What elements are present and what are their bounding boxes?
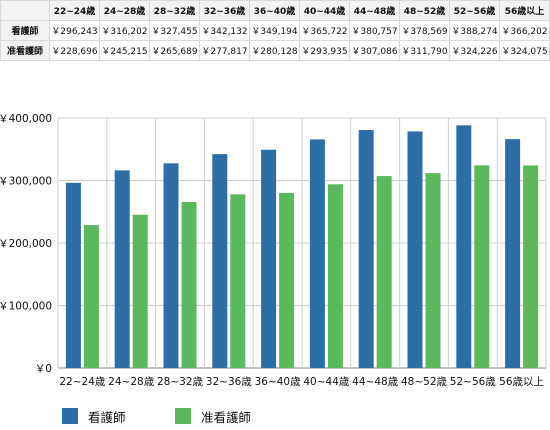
x-tick-label: 28~32歳 xyxy=(157,376,204,388)
x-tick-label: 36~40歳 xyxy=(255,376,302,388)
table-header-cell: 28~32歳 xyxy=(149,0,200,21)
legend-swatch-series-2 xyxy=(175,408,191,424)
x-tick-label: 48~52歳 xyxy=(401,376,448,388)
bar-series-2 xyxy=(523,165,539,368)
bar-series-2 xyxy=(327,184,343,368)
y-tick-label: ￥0 xyxy=(35,363,52,375)
bar-series-2 xyxy=(230,194,246,368)
x-tick-label: 24~28歳 xyxy=(108,376,155,388)
y-tick-label: ￥200,000 xyxy=(0,238,52,250)
table-row: 看護師 ￥296,243 ￥316,202 ￥327,455 ￥342,132 … xyxy=(0,20,550,41)
legend-item-series-2: 准看護師 xyxy=(175,406,251,426)
table-header-cell: 22~24歳 xyxy=(49,0,100,21)
y-tick-label: ￥100,000 xyxy=(0,301,52,313)
table-header-cell: 40~44歳 xyxy=(299,0,350,21)
x-tick-label: 40~44歳 xyxy=(303,376,350,388)
table-corner-cell xyxy=(0,0,50,21)
bar-series-2 xyxy=(425,173,441,368)
table-header-cell: 48~52歳 xyxy=(399,0,450,21)
bar-series-1 xyxy=(358,130,374,368)
bar-series-2 xyxy=(279,192,295,368)
bar-series-1 xyxy=(212,154,228,368)
bar-series-1 xyxy=(163,163,179,368)
x-tick-label: 56歳以上 xyxy=(499,376,544,388)
y-tick-label: ￥400,000 xyxy=(0,113,52,125)
bar-series-2 xyxy=(181,201,197,368)
bar-series-2 xyxy=(376,176,392,368)
table-cell: ￥265,689 xyxy=(149,40,200,61)
bar-series-2 xyxy=(474,165,490,368)
x-tick-label: 52~56歳 xyxy=(450,376,497,388)
table-cell: ￥245,215 xyxy=(99,40,150,61)
legend-item-series-1: 看護師 xyxy=(62,406,126,426)
legend-label-series-2: 准看護師 xyxy=(201,409,252,425)
table-row: 准看護師 ￥228,696 ￥245,215 ￥265,689 ￥277,817… xyxy=(0,40,550,61)
x-tick-label: 32~36歳 xyxy=(206,376,253,388)
table-cell: ￥324,075 xyxy=(499,40,550,61)
bar-series-1 xyxy=(505,139,521,368)
x-tick-label: 44~48歳 xyxy=(352,376,399,388)
table-cell: ￥228,696 xyxy=(49,40,100,61)
table-header-cell: 24~28歳 xyxy=(99,0,150,21)
y-tick-label: ￥300,000 xyxy=(0,176,52,188)
bar-series-1 xyxy=(65,182,81,368)
bar-series-1 xyxy=(114,170,130,368)
bar-series-2 xyxy=(83,225,99,368)
table-header-cell: 44~48歳 xyxy=(349,0,400,21)
bar-series-1 xyxy=(456,125,472,368)
table-cell: ￥324,226 xyxy=(449,40,500,61)
table-cell: ￥311,790 xyxy=(399,40,450,61)
x-tick-label: 22~24歳 xyxy=(59,376,106,388)
table-header-row: 22~24歳 24~28歳 28~32歳 32~36歳 36~40歳 40~44… xyxy=(0,0,550,21)
table-row-label: 看護師 xyxy=(0,20,50,41)
bar-series-1 xyxy=(407,131,423,368)
bar-series-1 xyxy=(309,139,325,368)
legend-swatch-series-1 xyxy=(62,408,78,424)
table-header-cell: 36~40歳 xyxy=(249,0,300,21)
table-row-label: 准看護師 xyxy=(0,40,50,61)
bar-series-2 xyxy=(132,214,148,368)
legend-label-series-1: 看護師 xyxy=(88,409,126,425)
data-table: 22~24歳 24~28歳 28~32歳 32~36歳 36~40歳 40~44… xyxy=(0,0,550,61)
bar-series-1 xyxy=(261,149,277,368)
